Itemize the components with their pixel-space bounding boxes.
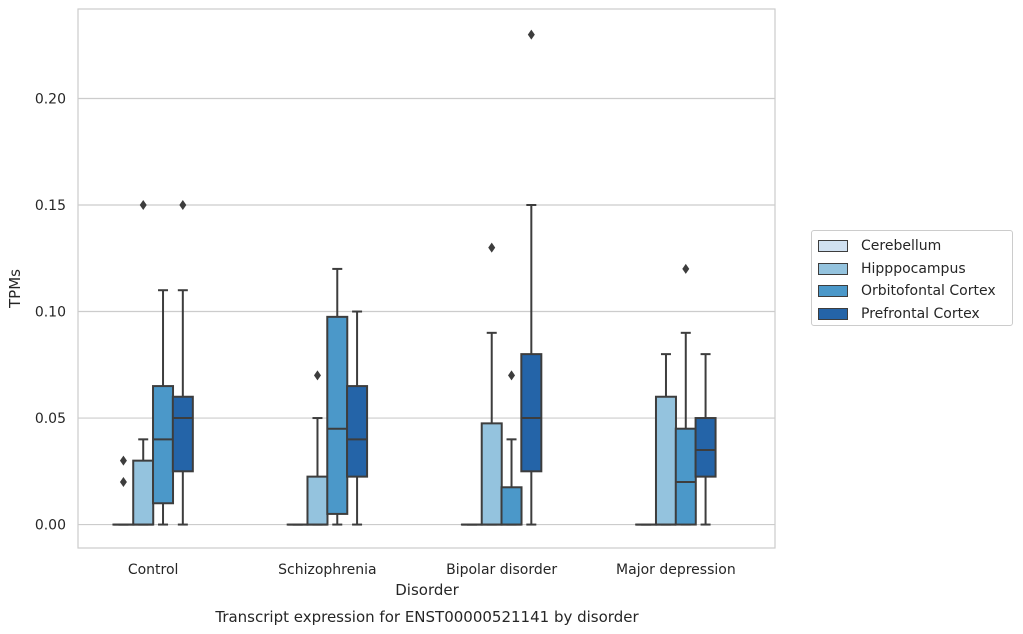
legend-item: Prefrontal Cortex [818, 303, 1006, 326]
box-body [326, 315, 349, 515]
box-body [500, 486, 523, 526]
legend-swatch [818, 262, 848, 275]
x-tick-labels: Control Schizophrenia Bipolar disorder Majo… [128, 562, 736, 578]
y-tick-label: 0.05 [35, 411, 66, 427]
box-body [171, 395, 194, 473]
box-orbitofontal-cortex [674, 263, 697, 526]
y-tick-label: 0.15 [35, 198, 66, 214]
box-hipppocampus [132, 200, 155, 526]
box-hipppocampus [654, 353, 677, 526]
outlier-point [488, 242, 496, 253]
outlier-point [119, 455, 127, 466]
chart-caption: Transcript expression for ENST0000052114… [214, 608, 639, 626]
legend-item: Hipppocampus [818, 258, 1006, 281]
outlier-point [682, 263, 690, 274]
y-tick-labels: 0.00 0.05 0.10 0.15 0.20 [35, 91, 66, 533]
box-body [654, 395, 677, 526]
box-body [674, 427, 697, 526]
boxplots [112, 29, 717, 526]
outlier-point [139, 200, 147, 210]
legend-label: Orbitofontal Cortex [861, 283, 996, 300]
y-axis-label: TPMs [6, 269, 24, 309]
box-body [132, 459, 155, 526]
legend-label: Prefrontal Cortex [861, 305, 980, 322]
legend-swatch [818, 240, 848, 253]
outlier-point [313, 370, 321, 381]
outlier-point [527, 29, 535, 40]
box-body [152, 385, 175, 505]
box-hipppocampus [480, 242, 503, 526]
legend-item: Orbitofontal Cortex [818, 280, 1006, 303]
box-body [306, 475, 329, 526]
x-tick-label: Bipolar disorder [446, 562, 557, 578]
outlier-point [508, 370, 516, 381]
box-orbitofontal-cortex [500, 370, 523, 526]
box-hipppocampus [306, 370, 329, 526]
box-prefrontal-cortex [520, 29, 543, 526]
y-tick-label: 0.00 [35, 518, 66, 534]
box-body [480, 422, 503, 526]
box-prefrontal-cortex [346, 310, 369, 526]
y-tick-label: 0.20 [35, 91, 66, 107]
box-cerebellum [112, 455, 135, 526]
legend-item: Cerebellum [818, 235, 1006, 258]
box-prefrontal-cortex [694, 353, 717, 526]
box-body [346, 385, 369, 478]
x-axis-label: Disorder [395, 581, 459, 599]
box-body [694, 417, 717, 478]
x-tick-label: Control [128, 562, 179, 578]
legend-label: Hipppocampus [861, 260, 966, 277]
legend-swatch [818, 307, 848, 320]
plot-frame [77, 8, 776, 549]
legend: Cerebellum Hipppocampus Orbitofontal Corte… [811, 230, 1013, 326]
outlier-point [179, 200, 187, 210]
box-orbitofontal-cortex [326, 267, 349, 526]
x-tick-label: Schizophrenia [278, 562, 376, 578]
legend-swatch [818, 285, 848, 298]
y-tick-label: 0.10 [35, 305, 66, 321]
outlier-point [119, 476, 127, 487]
box-orbitofontal-cortex [152, 289, 175, 526]
x-tick-label: Major depression [616, 562, 736, 578]
legend-label: Cerebellum [861, 238, 942, 255]
box-body [520, 353, 543, 473]
box-prefrontal-cortex [171, 200, 194, 526]
